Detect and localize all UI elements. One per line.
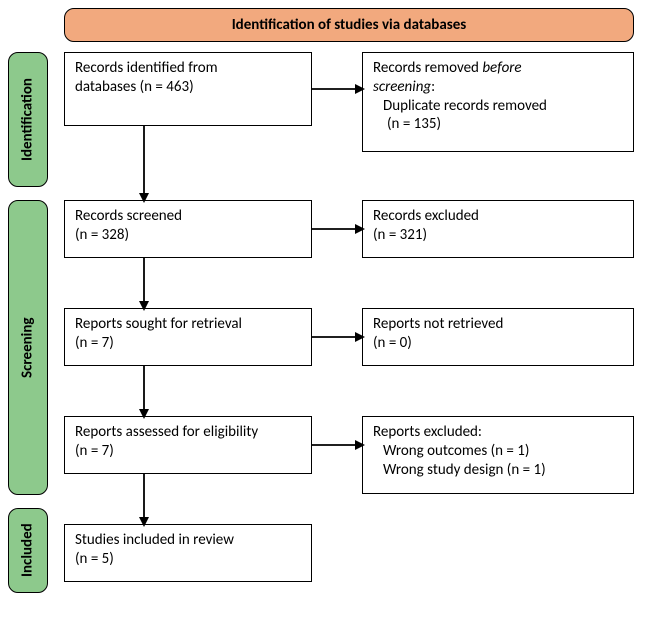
text: Studies included in review: [75, 531, 301, 550]
text: Reports not retrieved: [373, 315, 623, 334]
text: Wrong study design (n = 1): [373, 461, 623, 480]
box-reports-sought: Reports sought for retrieval (n = 7): [64, 308, 312, 366]
italic-text: before: [482, 59, 521, 77]
text: screening:: [373, 78, 623, 97]
text: Duplicate records removed: [373, 97, 623, 116]
box-records-screened: Records screened (n = 328): [64, 200, 312, 258]
text: Reports sought for retrieval: [75, 315, 301, 334]
text: Records excluded: [373, 207, 623, 226]
text: :: [431, 78, 435, 96]
box-studies-included: Studies included in review (n = 5): [64, 524, 312, 582]
box-reports-not-retrieved: Reports not retrieved (n = 0): [362, 308, 634, 366]
text: (n = 7): [75, 442, 301, 461]
box-records-removed-before-screening: Records removed before screening: Duplic…: [362, 52, 634, 152]
text: (n = 5): [75, 550, 301, 569]
stage-screening: Screening: [8, 200, 48, 495]
box-reports-assessed: Reports assessed for eligibility (n = 7): [64, 416, 312, 474]
italic-text: screening: [373, 78, 431, 96]
stage-included: Included: [8, 508, 48, 593]
text: Records removed: [373, 59, 482, 77]
header-bar: Identification of studies via databases: [64, 8, 634, 42]
text: (n = 328): [75, 226, 301, 245]
text: Reports excluded:: [373, 423, 623, 442]
prisma-flow-diagram: Identification of studies via databases …: [8, 8, 638, 610]
text: Records removed before: [373, 59, 623, 78]
text: Wrong outcomes (n = 1): [373, 442, 623, 461]
text: (n = 7): [75, 334, 301, 353]
text: Reports assessed for eligibility: [75, 423, 301, 442]
box-records-identified: Records identified from databases (n = 4…: [64, 52, 312, 126]
text: (n = 135): [373, 115, 623, 134]
box-reports-excluded: Reports excluded: Wrong outcomes (n = 1)…: [362, 416, 634, 494]
text: databases (n = 463): [75, 78, 301, 97]
text: Records screened: [75, 207, 301, 226]
text: Records identified from: [75, 59, 301, 78]
text: (n = 0): [373, 334, 623, 353]
box-records-excluded: Records excluded (n = 321): [362, 200, 634, 258]
text: (n = 321): [373, 226, 623, 245]
stage-identification: Identification: [8, 52, 48, 187]
